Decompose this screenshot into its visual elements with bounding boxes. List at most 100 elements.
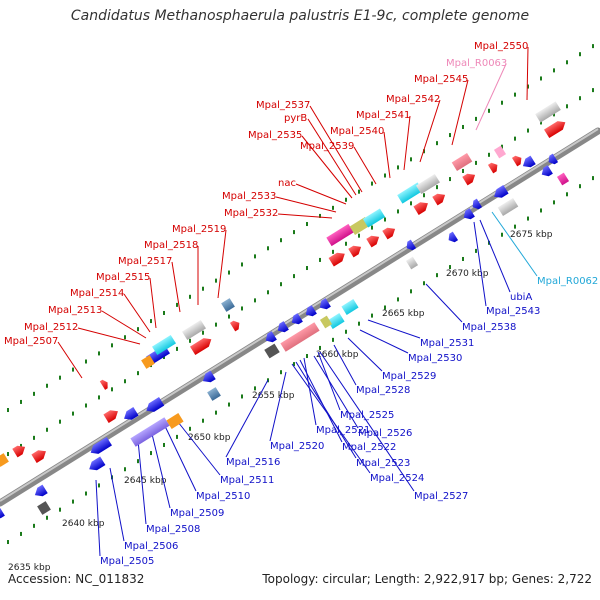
reverse-gene-label[interactable]: Mpal_2511 [220, 475, 274, 486]
reverse-gene-label[interactable]: Mpal_2526 [358, 428, 412, 439]
forward-gene-label[interactable]: Mpal_2545 [414, 74, 468, 85]
reverse-gene-label[interactable]: Mpal_2531 [420, 338, 474, 349]
reverse-gene-arrow[interactable] [520, 155, 536, 171]
reverse-gene-arrow[interactable] [404, 239, 417, 253]
gene-block[interactable] [535, 101, 561, 123]
gene-block[interactable] [207, 387, 221, 401]
reverse-gene-label[interactable]: Mpal_2525 [340, 410, 394, 421]
forward-gene-label[interactable]: Mpal_2518 [144, 240, 198, 251]
forward-gene-arrow[interactable] [432, 191, 447, 206]
forward-gene-label[interactable]: Mpal_2532 [224, 208, 278, 219]
reverse-gene-arrow[interactable] [317, 298, 331, 312]
reverse-gene-label[interactable]: Mpal_2543 [486, 306, 540, 317]
gene-block[interactable] [556, 172, 570, 186]
reverse-gene-arrow[interactable] [87, 456, 106, 474]
reverse-gene-arrow[interactable] [289, 313, 303, 327]
forward-gene-arrow[interactable] [12, 443, 27, 458]
gene-block[interactable] [416, 173, 440, 195]
reverse-gene-label[interactable]: Mpal_2520 [270, 441, 324, 452]
forward-gene-label[interactable]: Mpal_2514 [70, 288, 124, 299]
gene-block[interactable] [451, 153, 473, 171]
reverse-gene-label[interactable]: Mpal_R0062 [537, 276, 598, 287]
reverse-gene-label[interactable]: Mpal_2506 [124, 541, 178, 552]
gene-block[interactable] [182, 319, 206, 341]
reverse-gene-arrow[interactable] [275, 321, 289, 335]
reverse-gene-label[interactable]: Mpal_2527 [414, 491, 468, 502]
forward-gene-label[interactable]: Mpal_2533 [222, 191, 276, 202]
forward-gene-label[interactable]: Mpal_2537 [256, 100, 310, 111]
reverse-gene-label[interactable]: ubiA [510, 292, 532, 303]
reverse-gene-label[interactable]: Mpal_2510 [196, 491, 250, 502]
forward-gene-label[interactable]: nac [278, 178, 296, 189]
reverse-gene-arrow[interactable] [0, 507, 5, 521]
forward-gene-arrow[interactable] [366, 233, 381, 248]
forward-gene-label[interactable]: Mpal_2550 [474, 41, 528, 52]
gene-block[interactable] [497, 198, 519, 216]
forward-gene-label[interactable]: Mpal_2517 [118, 256, 172, 267]
forward-gene-label[interactable]: Mpal_R0063 [446, 58, 507, 69]
gene-block[interactable] [493, 145, 507, 159]
reverse-gene-label[interactable]: Mpal_2521 [316, 425, 370, 436]
forward-gene-arrow[interactable] [348, 243, 363, 258]
forward-gene-label[interactable]: Mpal_2540 [330, 126, 384, 137]
reverse-gene-arrow[interactable] [88, 436, 112, 457]
reverse-gene-label[interactable]: Mpal_2530 [408, 353, 462, 364]
gene-block[interactable] [397, 182, 423, 204]
forward-gene-arrow[interactable] [31, 447, 48, 463]
gene-block[interactable] [326, 223, 354, 247]
gene-block[interactable] [166, 413, 184, 429]
reverse-gene-label[interactable]: Mpal_2522 [342, 442, 396, 453]
reverse-gene-arrow[interactable] [470, 198, 483, 212]
forward-gene-label[interactable]: Mpal_2513 [48, 305, 102, 316]
reverse-gene-label[interactable]: Mpal_2524 [370, 473, 424, 484]
reverse-gene-label[interactable]: Mpal_2509 [170, 508, 224, 519]
forward-gene-label[interactable]: Mpal_2541 [356, 110, 410, 121]
reverse-gene-label[interactable]: Mpal_2529 [382, 371, 436, 382]
reverse-gene-arrow[interactable] [546, 153, 559, 167]
gene-block[interactable] [264, 343, 280, 359]
gene-block[interactable] [327, 313, 345, 329]
forward-gene-label[interactable]: pyrB [284, 113, 307, 124]
reverse-gene-label[interactable]: Mpal_2528 [356, 385, 410, 396]
reverse-gene-arrow[interactable] [461, 208, 475, 222]
gene-block[interactable] [0, 453, 9, 467]
reverse-gene-arrow[interactable] [539, 165, 553, 179]
reverse-gene-arrow[interactable] [491, 185, 509, 201]
gene-block[interactable] [37, 501, 51, 515]
reverse-gene-label[interactable]: Mpal_2523 [356, 458, 410, 469]
gene-block[interactable] [221, 298, 235, 312]
forward-gene-label[interactable]: Mpal_2507 [4, 336, 58, 347]
reverse-gene-label[interactable]: Mpal_2538 [462, 322, 516, 333]
gene-block[interactable] [405, 256, 419, 270]
gene-block[interactable] [141, 355, 155, 369]
gene-block[interactable] [362, 208, 386, 228]
gene-block[interactable] [152, 334, 176, 356]
forward-gene-arrow[interactable] [413, 199, 430, 215]
reverse-gene-arrow[interactable] [144, 397, 165, 415]
forward-gene-arrow[interactable] [229, 319, 242, 332]
reverse-gene-arrow[interactable] [303, 305, 317, 319]
forward-gene-label[interactable]: Mpal_2512 [24, 322, 78, 333]
forward-gene-label[interactable]: Mpal_2519 [172, 224, 226, 235]
forward-gene-arrow[interactable] [511, 154, 524, 167]
forward-gene-label[interactable]: Mpal_2515 [96, 272, 150, 283]
gene-block[interactable] [130, 417, 170, 447]
gene-block[interactable] [319, 315, 333, 329]
forward-gene-arrow[interactable] [99, 378, 110, 390]
forward-gene-arrow[interactable] [487, 161, 500, 174]
forward-gene-label[interactable]: Mpal_2535 [248, 130, 302, 141]
gene-block[interactable] [341, 299, 359, 315]
reverse-gene-arrow[interactable] [200, 370, 216, 386]
reverse-gene-arrow[interactable] [121, 407, 139, 423]
reverse-gene-label[interactable]: Mpal_2508 [146, 524, 200, 535]
forward-gene-arrow[interactable] [190, 335, 214, 356]
reverse-gene-label[interactable]: Mpal_2505 [100, 556, 154, 567]
forward-gene-arrow[interactable] [544, 118, 568, 139]
reverse-gene-arrow[interactable] [446, 231, 459, 245]
forward-gene-label[interactable]: Mpal_2539 [300, 141, 354, 152]
reverse-gene-arrow[interactable] [32, 484, 48, 500]
reverse-gene-label[interactable]: Mpal_2516 [226, 457, 280, 468]
forward-gene-label[interactable]: Mpal_2542 [386, 94, 440, 105]
forward-gene-arrow[interactable] [462, 171, 477, 186]
forward-gene-arrow[interactable] [328, 250, 348, 267]
